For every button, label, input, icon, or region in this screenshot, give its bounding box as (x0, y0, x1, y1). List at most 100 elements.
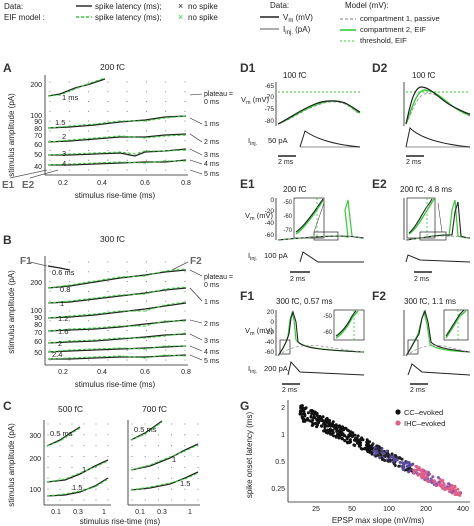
scatter-point (419, 473, 423, 477)
ytick: -60 (265, 232, 275, 239)
grid-dot (184, 140, 186, 142)
legend-comp1: compartment 1, passive (360, 14, 440, 23)
grid-dot (184, 169, 186, 171)
scatter-point (300, 404, 304, 408)
scatter-point (372, 449, 376, 453)
panel-c-label: C (3, 399, 12, 413)
grid-dot (171, 477, 173, 479)
ytick: -70 (283, 228, 292, 234)
grid-dot (49, 339, 51, 341)
grid-dot (184, 130, 186, 132)
ytick: 60 (34, 339, 42, 346)
scatter-point (401, 464, 405, 467)
grid-dot (88, 91, 90, 93)
panel-d1-title: 100 fC (283, 71, 307, 80)
scatter-point (443, 488, 447, 492)
xtick: 0.3 (73, 509, 83, 516)
ytick: 50 (34, 152, 42, 159)
scatter-point (349, 433, 353, 437)
f1-yticks: 20 0 -20 -40 -60 (265, 309, 275, 356)
scatter-point (334, 423, 338, 427)
grid-dot (145, 271, 147, 273)
ytick: -50 (283, 200, 292, 206)
grid-dot (107, 488, 109, 490)
panel-b-contour-labels: 0.6 ms 0.8 1 1.2 1.6 2 2.4 (52, 268, 75, 359)
grid-dot (126, 159, 128, 161)
panel-a-right-labels: plateau = 0 ms 1 ms 2 ms 3 ms 4 ms 5 ms (189, 91, 233, 178)
grid-dot (145, 81, 147, 83)
ytick: 20 (267, 309, 275, 316)
scatter-point (453, 485, 457, 489)
scatter-point (394, 455, 398, 458)
grid-dot (126, 320, 128, 322)
ytick: 0.25 (271, 486, 285, 493)
xtick: 0.4 (97, 369, 107, 376)
legend-ihc: IHC–evoked (404, 419, 445, 428)
grid-dot (184, 310, 186, 312)
f1-vm-label: Vm (mV) (245, 326, 273, 337)
grid-dot (88, 261, 90, 263)
contour-label: 1.5 (72, 483, 82, 492)
panel-e1: E1 200 fC Vm (mV) 0 -20 -40 -60 -50 -60 … (240, 177, 365, 283)
scatter-point (340, 425, 344, 429)
grid-dot (107, 434, 109, 436)
legend-comp2: compartment 2, EIF (360, 25, 426, 34)
scatter-point (453, 493, 457, 496)
scatter-point (414, 464, 418, 468)
xtick: 50 (348, 506, 356, 513)
grid-dot (165, 330, 167, 332)
grid-dot (144, 456, 146, 458)
xtick: 0.8 (181, 180, 191, 187)
ytick: 80 (34, 322, 42, 329)
right-label: 3 ms (204, 338, 220, 345)
scatter-point (331, 431, 335, 435)
grid-dot (145, 120, 147, 122)
grid-dot (184, 300, 186, 302)
ytick: 200 (30, 280, 42, 287)
grid-dot (197, 499, 199, 501)
plateau-value: 0 ms (204, 99, 220, 106)
grid-dot (197, 456, 199, 458)
grid-dot (184, 91, 186, 93)
panel-g: G spike onset latency (ms) 2 1 0.5 0.25 … (240, 399, 470, 525)
contour-label: 1.2 (58, 314, 68, 323)
scatter-point (398, 456, 402, 460)
grid-dot (165, 300, 167, 302)
scatter-point (392, 462, 396, 466)
scatter-point (423, 471, 427, 475)
ytick: -60 (265, 349, 275, 356)
grid-dot (49, 81, 51, 83)
grid-dot (145, 330, 147, 332)
grid-dot (126, 339, 128, 341)
scatter-point (426, 479, 430, 483)
scatter-point (317, 419, 321, 423)
grid-dot (47, 466, 49, 468)
grid-dot (197, 434, 199, 436)
panel-b-xlabel: stimulus rise-time (ms) (75, 380, 156, 389)
panel-c-ylabel: stimulus amplitude (pA) (7, 423, 16, 507)
scatter-point (346, 428, 350, 432)
contour-label: 0.6 ms (52, 268, 75, 277)
grid-dot (126, 130, 128, 132)
scatter-point (450, 487, 454, 491)
grid-dot (71, 445, 73, 447)
panel-b-ylabel: stimulus amplitude (pA) (7, 270, 16, 354)
ytick: -20 (265, 329, 275, 336)
grid-dot (197, 477, 199, 479)
scatter-point (431, 475, 435, 479)
grid-dot (107, 445, 109, 447)
xtick: 0.6 (140, 180, 150, 187)
grid-dot (107, 290, 109, 292)
ytick: 100 (30, 113, 42, 120)
grid-dot (145, 281, 147, 283)
d1-vm-label: Vm (mV) (241, 95, 269, 106)
grid-dot (59, 423, 61, 425)
grid-dot (184, 445, 186, 447)
scatter-point (340, 437, 344, 441)
scatter-point (454, 488, 458, 492)
xtick: 200 (420, 506, 432, 513)
grid-dot (71, 423, 73, 425)
e1-inset-yticks: -50 -60 -70 (283, 200, 292, 234)
e1-iinj-label: Iinj. (248, 251, 258, 262)
grid-dot (145, 169, 147, 171)
